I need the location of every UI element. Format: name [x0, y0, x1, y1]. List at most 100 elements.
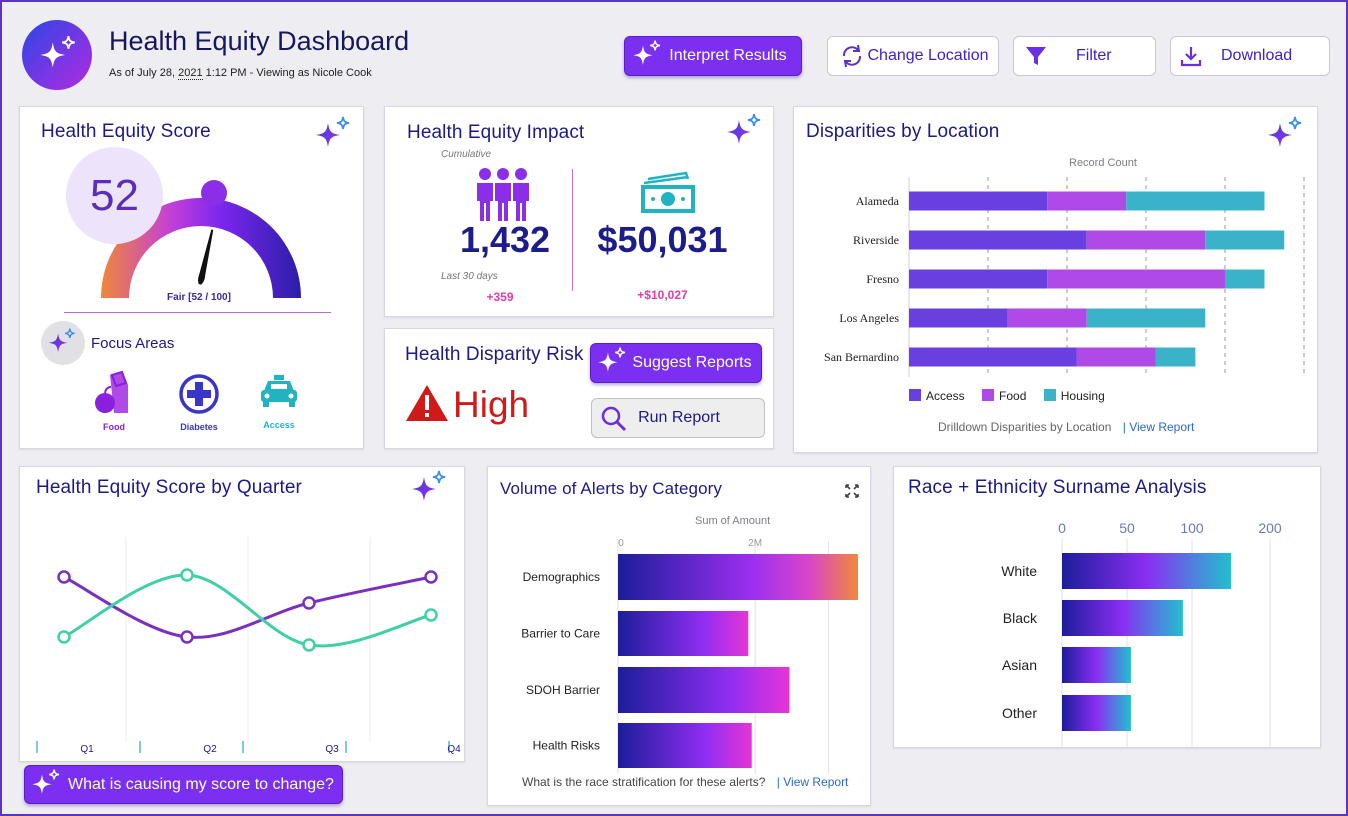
- quarter-label: Q3: [325, 744, 339, 755]
- last-30-days-label: Last 30 days: [441, 271, 498, 282]
- bar-access[interactable]: [909, 230, 1087, 250]
- focus-item-diabetes[interactable]: Diabetes: [174, 373, 224, 432]
- series-line-2: [63, 573, 432, 648]
- bar-white[interactable]: [1062, 553, 1231, 589]
- bar-demographics[interactable]: [618, 554, 858, 600]
- bar-housing[interactable]: [1126, 191, 1265, 211]
- cumulative-label: Cumulative: [441, 149, 492, 160]
- data-point[interactable]: [424, 570, 438, 584]
- bar-housing[interactable]: [1205, 230, 1285, 250]
- download-icon: [1180, 47, 1202, 67]
- change-location-button[interactable]: Change Location: [827, 36, 999, 76]
- category-label: Fresno: [866, 272, 899, 286]
- legend-access[interactable]: Access: [909, 389, 965, 403]
- legend-housing[interactable]: Housing: [1043, 389, 1105, 403]
- sparkle-icon[interactable]: [1262, 115, 1308, 157]
- race-bar-chart: 0 50 100 200 White Black Asian Other: [1001, 520, 1282, 747]
- quarter-line-chart: Q1 Q2 Q3 Q4: [36, 537, 461, 755]
- people-icon: [477, 168, 529, 221]
- quarter-label: Q4: [447, 744, 461, 755]
- card-title: Health Equity Impact: [407, 122, 585, 143]
- score-change-prompt-button[interactable]: What is causing my score to change?: [24, 765, 343, 804]
- refresh-icon: [842, 44, 861, 68]
- filter-button[interactable]: Filter: [1013, 36, 1156, 76]
- money-delta: +$10,027: [637, 288, 688, 302]
- data-point[interactable]: [302, 638, 316, 652]
- bar-food[interactable]: [1076, 347, 1156, 367]
- gauge-label: Fair [52 / 100]: [167, 292, 231, 303]
- focus-areas-icon: [41, 321, 85, 365]
- data-point[interactable]: [57, 630, 71, 644]
- filter-icon: [1026, 47, 1046, 65]
- people-delta: +359: [486, 290, 514, 304]
- footer-text: What is the race stratification for thes…: [522, 775, 766, 789]
- page-subtitle: As of July 28, 2021 1:12 PM - Viewing as…: [109, 67, 372, 80]
- tick-label: 0: [618, 538, 624, 549]
- score-gauge: [101, 180, 301, 298]
- category-label: Alameda: [856, 194, 900, 208]
- tick-label: 0: [1058, 520, 1066, 536]
- data-point[interactable]: [180, 630, 194, 644]
- download-button[interactable]: Download: [1170, 36, 1330, 76]
- subtitle-year[interactable]: 2021: [178, 67, 203, 80]
- bar-food[interactable]: [1086, 230, 1206, 250]
- bar-access[interactable]: [909, 308, 1008, 328]
- bar-food[interactable]: [1047, 269, 1225, 289]
- bar-housing[interactable]: [1086, 308, 1206, 328]
- category-label: Los Angeles: [839, 311, 899, 325]
- interpret-results-label: Interpret Results: [669, 47, 787, 64]
- bar-sdoh-barrier[interactable]: [618, 667, 790, 713]
- sparkle-icon: [628, 39, 666, 73]
- bar-health-risks[interactable]: [618, 723, 752, 768]
- focus-item-food[interactable]: Food: [90, 369, 138, 432]
- sparkle-icon: [593, 346, 631, 380]
- data-point[interactable]: [57, 570, 71, 584]
- gauge-knob[interactable]: [201, 180, 227, 206]
- score-value: 52: [90, 170, 139, 220]
- category-label: Riverside: [853, 233, 899, 247]
- health-disparity-risk-card: Health Disparity Risk High Suggest Repor…: [384, 328, 774, 449]
- sparkle-icon: [34, 34, 82, 78]
- bar-black[interactable]: [1062, 600, 1183, 636]
- category-label: SDOH Barrier: [526, 683, 600, 697]
- bar-barrier-to-care[interactable]: [618, 611, 749, 656]
- bar-access[interactable]: [909, 347, 1077, 367]
- data-point[interactable]: [302, 596, 316, 610]
- card-title: Health Equity Score: [41, 121, 211, 142]
- category-label: Black: [1003, 610, 1038, 626]
- bar-asian[interactable]: [1062, 647, 1131, 683]
- category-label: San Bernardino: [824, 350, 899, 364]
- sparkle-icon[interactable]: [721, 112, 767, 154]
- bar-other[interactable]: [1062, 695, 1131, 731]
- data-point[interactable]: [180, 568, 194, 582]
- series-line-1: [63, 575, 432, 639]
- card-title: Health Equity Score by Quarter: [36, 477, 302, 498]
- subtitle-date: As of July 28,: [109, 67, 179, 79]
- filter-label: Filter: [1076, 47, 1112, 64]
- score-by-quarter-card: Health Equity Score by Quarter Q1 Q2 Q3 Q4: [19, 466, 465, 762]
- card-title: Health Disparity Risk: [405, 344, 584, 365]
- download-label: Download: [1221, 47, 1293, 64]
- suggest-reports-button[interactable]: Suggest Reports: [590, 343, 762, 383]
- alerts-bar-chart: 0 2M Demographics Barrier to Care SDOH Barri…: [521, 538, 858, 774]
- view-report-link[interactable]: | View Report: [776, 775, 849, 789]
- bar-access[interactable]: [909, 269, 1048, 289]
- expand-icon[interactable]: [845, 484, 859, 498]
- legend-food[interactable]: Food: [982, 389, 1026, 403]
- money-value: $50,031: [597, 219, 728, 260]
- interpret-results-button[interactable]: Interpret Results: [624, 36, 802, 76]
- bar-food[interactable]: [1047, 191, 1127, 211]
- bar-access[interactable]: [909, 191, 1048, 211]
- money-icon: [641, 171, 695, 213]
- bar-housing[interactable]: [1155, 347, 1196, 367]
- focus-item-access[interactable]: Access: [254, 373, 304, 430]
- view-report-link[interactable]: | View Report: [1122, 420, 1195, 434]
- data-point[interactable]: [424, 608, 438, 622]
- category-label: Demographics: [523, 570, 600, 584]
- bar-food[interactable]: [1007, 308, 1087, 328]
- alerts-footer: What is the race stratification for thes…: [522, 775, 848, 789]
- sparkle-icon: [27, 768, 65, 802]
- race-ethnicity-card: Race + Ethnicity Surname Analysis 0 50 100…: [893, 466, 1321, 748]
- run-report-button[interactable]: Run Report: [591, 398, 765, 438]
- bar-housing[interactable]: [1225, 269, 1265, 289]
